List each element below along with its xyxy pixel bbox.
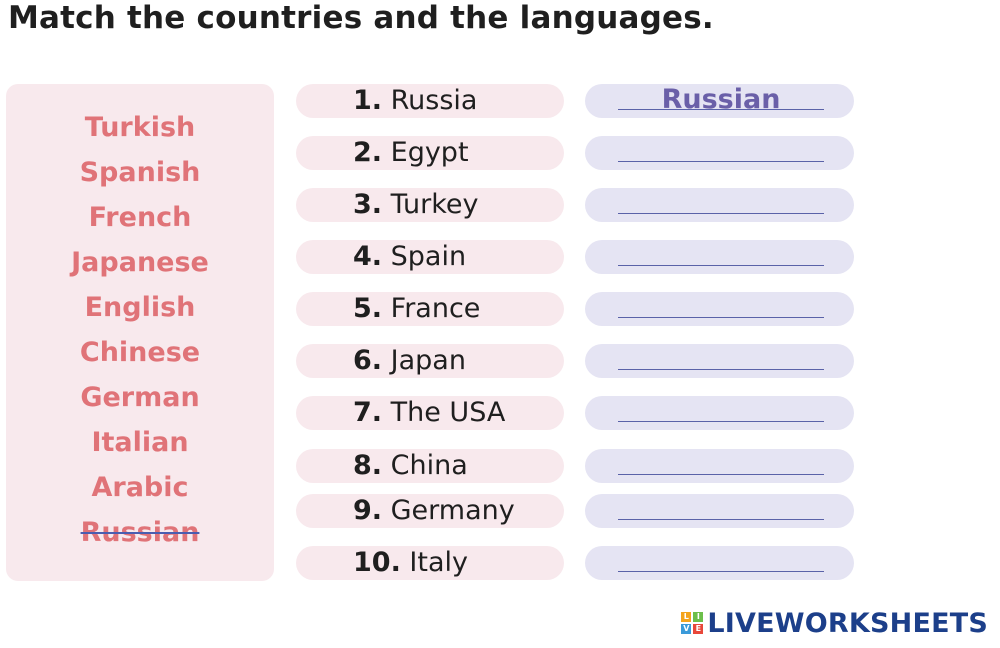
country-row: 2. Egypt [296,136,564,170]
country-label: 8. China [353,449,468,483]
word-bank-item[interactable]: English [84,292,196,323]
country-label: 3. Turkey [353,188,479,222]
country-name: China [382,450,468,481]
answer-field[interactable] [585,136,854,170]
word-bank-item[interactable]: Russian [80,517,200,548]
answer-field[interactable] [585,396,854,430]
answer-field[interactable] [585,188,854,222]
country-name: Italy [400,547,469,578]
country-label: 9. Germany [353,494,515,528]
row-number: 5. [353,293,383,324]
answer-field[interactable] [585,240,854,274]
country-label: 2. Egypt [353,136,469,170]
country-row: 6. Japan [296,344,564,378]
word-bank-item[interactable]: Japanese [71,247,209,278]
country-name: Spain [382,241,467,272]
country-row: 3. Turkey [296,188,564,222]
row-number: 3. [353,189,383,220]
row-number: 2. [353,137,383,168]
country-label: 5. France [353,292,480,326]
word-bank-item[interactable]: Italian [91,427,189,458]
answer-field[interactable] [585,344,854,378]
country-row: 10. Italy [296,546,564,580]
country-name: The USA [382,397,506,428]
answer-underline [618,474,824,475]
answer-underline [618,161,824,162]
row-number: 7. [353,397,383,428]
row-number: 10. [353,547,401,578]
word-bank-item[interactable]: French [88,202,192,233]
country-row: 7. The USA [296,396,564,430]
logo-mark-tile: E [693,624,704,634]
country-label: 7. The USA [353,396,505,430]
answer-field[interactable] [585,546,854,580]
country-row: 5. France [296,292,564,326]
country-row: 8. China [296,449,564,483]
country-label: 10. Italy [353,546,468,580]
page-title: Match the countries and the languages. [8,0,714,36]
country-label: 1. Russia [353,84,477,118]
country-row: 9. Germany [296,494,564,528]
answer-field[interactable]: Russian [585,84,854,118]
answer-underline [618,109,824,110]
answer-field[interactable] [585,292,854,326]
answer-underline [618,571,824,572]
word-bank-item[interactable]: Spanish [79,157,201,188]
country-row: 1. Russia [296,84,564,118]
word-bank: Turkish Spanish French Japanese English Chine… [6,84,274,581]
row-number: 8. [353,450,383,481]
country-name: Egypt [382,137,469,168]
country-row: 4. Spain [296,240,564,274]
row-number: 1. [353,85,383,116]
country-name: Turkey [382,189,479,220]
answer-underline [618,369,824,370]
country-label: 4. Spain [353,240,466,274]
answer-field[interactable] [585,449,854,483]
country-label: 6. Japan [353,344,466,378]
country-name: Japan [382,345,466,376]
logo-mark-tile: V [681,624,692,634]
logo-text: LIVEWORKSHEETS [707,607,988,639]
row-number: 9. [353,495,383,526]
answer-field[interactable] [585,494,854,528]
country-name: France [382,293,481,324]
answer-underline [618,519,824,520]
answer-underline [618,213,824,214]
country-name: Germany [382,495,515,526]
row-number: 4. [353,241,383,272]
answer-underline [618,317,824,318]
answer-underline [618,265,824,266]
word-bank-item[interactable]: German [80,382,200,413]
word-bank-item[interactable]: Turkish [84,112,196,143]
country-name: Russia [382,85,478,116]
row-number: 6. [353,345,383,376]
answer-value: Russian [661,84,781,115]
logo-mark-tile: L [681,612,692,622]
answer-underline [618,421,824,422]
logo-mark-tile: I [693,612,704,622]
word-bank-item[interactable]: Chinese [79,337,201,368]
word-bank-item[interactable]: Arabic [91,472,189,503]
